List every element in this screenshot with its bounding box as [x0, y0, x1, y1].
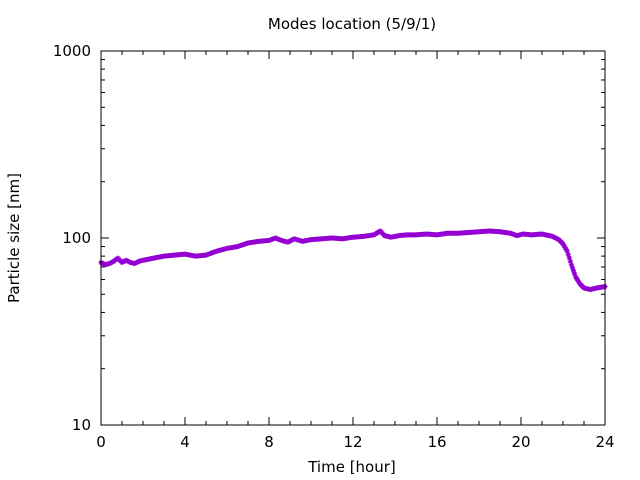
x-tick-label: 24: [595, 433, 614, 451]
y-tick-label: 10: [72, 416, 91, 434]
x-tick-label: 12: [343, 433, 362, 451]
y-tick-label: 1000: [53, 42, 91, 60]
data-point: [565, 252, 571, 258]
data-point: [566, 255, 572, 261]
x-tick-label: 8: [264, 433, 274, 451]
x-tick-label: 0: [96, 433, 106, 451]
y-tick-label: 100: [62, 229, 91, 247]
data-point: [567, 258, 573, 264]
x-tick-label: 4: [180, 433, 190, 451]
data-point: [564, 248, 570, 254]
chart-title: Modes location (5/9/1): [268, 15, 436, 33]
x-tick-label: 16: [427, 433, 446, 451]
x-tick-label: 20: [511, 433, 530, 451]
data-point: [572, 271, 578, 277]
data-point: [571, 268, 576, 274]
x-axis-label: Time [hour]: [307, 458, 396, 476]
data-point: [569, 265, 575, 271]
data-point: [568, 262, 574, 268]
plot-frame: [100, 50, 606, 426]
y-axis-label: Particle size [nm]: [5, 173, 23, 303]
